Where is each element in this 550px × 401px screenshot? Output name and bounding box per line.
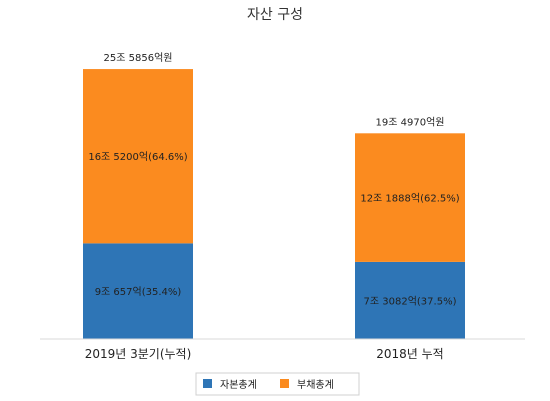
legend: 자본총계 부채총계 xyxy=(203,379,334,391)
legend-label: 부채총계 xyxy=(297,379,334,391)
segment-label: 12조 1888억(62.5%) xyxy=(360,193,459,205)
legend-label: 자본총계 xyxy=(220,379,257,391)
total-label: 19조 4970억원 xyxy=(376,116,445,128)
chart-title: 자산 구성 xyxy=(247,7,303,23)
bar-segment-capital-1 xyxy=(355,261,465,339)
total-label: 25조 5856억원 xyxy=(104,52,173,64)
segment-label: 9조 657억(35.4%) xyxy=(95,286,182,298)
category-label: 2018년 누적 xyxy=(376,347,443,361)
bar-segment-liabilities-1 xyxy=(355,133,465,262)
segment-label: 16조 5200억(64.6%) xyxy=(88,151,187,163)
bar-segment-capital-0 xyxy=(83,243,193,339)
legend-swatch xyxy=(203,379,212,388)
segment-label: 7조 3082억(37.5%) xyxy=(364,295,457,307)
plot-area: 9조 657억(35.4%) 16조 5200억(64.6%) 25조 5856억원… xyxy=(83,52,465,361)
legend-swatch xyxy=(280,379,289,388)
category-label: 2019년 3분기(누적) xyxy=(85,347,192,361)
legend-box xyxy=(195,372,360,396)
bar-segment-liabilities-0 xyxy=(83,69,193,244)
